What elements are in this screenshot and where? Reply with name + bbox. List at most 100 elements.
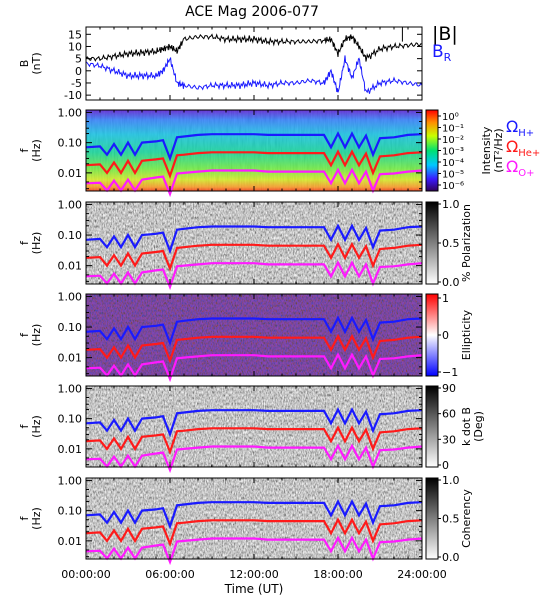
x-tick-label: 00:00:00 xyxy=(61,568,110,581)
field-plot-area xyxy=(86,27,422,100)
he-plus-gyrofrequency-line xyxy=(85,149,423,179)
y-tick-label: 5 xyxy=(75,53,82,66)
he-plus-gyrofrequency-line xyxy=(85,333,423,364)
colorbar-label: (Deg) xyxy=(472,411,485,442)
total-field-line xyxy=(85,33,423,62)
o-plus-gyrofrequency-line xyxy=(85,167,423,198)
colorbar-tick-label: 1.0 xyxy=(442,474,460,487)
panel-intensity: 1.00 0.10 0.01 f (Hz) 10⁰10⁻¹10⁻²10⁻³10⁻⁴10⁻⁵… xyxy=(18,106,540,198)
he-plus-gyrofrequency-line xyxy=(85,241,423,272)
y-axis-label: (Hz) xyxy=(30,232,43,255)
colorbar-tick-label: 10⁻¹ xyxy=(442,124,464,135)
spectrogram-frame xyxy=(85,201,423,285)
legend-total-field: |B| xyxy=(432,23,458,45)
colorbar-label: % Polarization xyxy=(460,204,473,282)
y-tick-label: -10 xyxy=(64,89,82,102)
y-tick-label: 0.10 xyxy=(58,321,83,334)
panel-polarization: 1.00 0.10 0.01 f (Hz) 1.0 0.5 0.0% Polarization xyxy=(18,198,473,291)
y-axis-label: f xyxy=(18,147,31,152)
spectrogram-frame xyxy=(85,385,423,468)
colorbar-label: Coherency xyxy=(460,489,473,548)
colorbar-tick-label: 0.0 xyxy=(442,276,460,289)
colorbar-tick-label: 1 xyxy=(442,292,449,305)
o-plus-gyrofrequency-line xyxy=(85,443,423,474)
colorbar-tick-label: 1.0 xyxy=(442,198,460,211)
spectrogram-texture xyxy=(86,110,422,191)
colorbar-label: (nT²/Hz) xyxy=(492,128,505,172)
colorbar-tick-label: 10⁻⁶ xyxy=(442,181,464,192)
h-plus-gyrofrequency-line xyxy=(85,315,423,347)
x-tick-label: 06:00:00 xyxy=(145,568,194,581)
he-plus-gyrofrequency-line xyxy=(85,517,423,547)
y-axis-label: (Hz) xyxy=(30,324,43,347)
o-plus-gyrofrequency-line xyxy=(85,352,423,383)
colorbar-tick-label: 0 xyxy=(442,459,449,472)
y-tick-label: -5 xyxy=(71,77,82,90)
colorbar-tick-label: 10⁻⁴ xyxy=(442,158,464,169)
colorbar-tick-label: 0.0 xyxy=(442,551,460,564)
y-axis-label: (Hz) xyxy=(30,139,43,162)
y-tick-label: 1.00 xyxy=(58,382,83,395)
y-tick-label: 0.01 xyxy=(58,352,83,365)
y-tick-label: 0 xyxy=(75,65,82,78)
colorbar xyxy=(425,293,439,377)
colorbar-tick-label: 30 xyxy=(442,433,456,446)
spectrogram-frame xyxy=(85,293,423,377)
spectrogram-frame xyxy=(85,109,423,192)
radial-field-line xyxy=(85,55,423,94)
colorbar-tick-label: 0.5 xyxy=(442,237,460,250)
colorbar-label: Ellipticity xyxy=(460,309,473,360)
y-axis-label: B xyxy=(18,60,31,68)
spectrogram-frame xyxy=(85,477,423,560)
legend-h-plus: ΩH+ xyxy=(506,117,534,139)
y-tick-label: 1.00 xyxy=(58,474,83,487)
y-axis-label: (Hz) xyxy=(30,415,43,438)
spectrogram-image xyxy=(86,202,422,284)
y-axis-label: (nT) xyxy=(30,52,43,74)
y-axis-label: (Hz) xyxy=(30,507,43,530)
legend-radial-field: BR xyxy=(432,42,452,64)
x-tick-label: 24:00:00 xyxy=(397,568,446,581)
legend-o-plus: ΩO+ xyxy=(506,157,534,179)
y-tick-label: 0.10 xyxy=(58,229,83,242)
he-plus-gyrofrequency-line xyxy=(85,425,423,455)
y-tick-label: 0.10 xyxy=(58,413,83,426)
colorbar-tick-label: 10⁻³ xyxy=(442,147,464,158)
spectrogram-image xyxy=(86,478,422,559)
panel-kdotb: 1.00 0.10 0.01 f (Hz) 90 60 30 0 k dot B (Deg) xyxy=(18,382,485,474)
colorbar-tick-label: 10⁰ xyxy=(442,112,459,123)
colorbar-tick-label: 60 xyxy=(442,408,456,421)
h-plus-gyrofrequency-line xyxy=(85,223,423,255)
y-axis-label: f xyxy=(18,515,31,520)
colorbar-label: k dot B xyxy=(460,407,473,446)
y-tick-label: 1.00 xyxy=(58,106,83,119)
y-axis-label: f xyxy=(18,423,31,428)
colorbar-tick-label: 10⁻⁵ xyxy=(442,170,464,181)
colorbar-tick-label: 10⁻² xyxy=(442,135,464,146)
y-tick-label: 15 xyxy=(68,28,82,41)
y-tick-label: 0.10 xyxy=(58,505,83,518)
spectrogram-image xyxy=(86,386,422,467)
colorbar-tick-label: 0 xyxy=(442,329,449,342)
x-tick-label: 12:00:00 xyxy=(229,568,278,581)
y-axis-label: f xyxy=(18,332,31,337)
chart-title: ACE Mag 2006-077 xyxy=(185,4,319,20)
field-plot-frame xyxy=(85,26,423,101)
colorbar-label: Intensity xyxy=(480,126,493,174)
x-tick-label: 18:00:00 xyxy=(313,568,362,581)
spectrogram-texture xyxy=(86,294,422,376)
h-plus-gyrofrequency-line xyxy=(85,499,423,530)
o-plus-gyrofrequency-line xyxy=(85,260,423,291)
colorbar xyxy=(425,201,439,285)
y-axis-label: f xyxy=(18,240,31,245)
o-plus-gyrofrequency-line xyxy=(85,535,423,566)
y-tick-label: 0.01 xyxy=(58,260,83,273)
y-tick-label: 10 xyxy=(68,40,82,53)
x-axis-label: Time (UT) xyxy=(224,582,284,596)
y-tick-label: 1.00 xyxy=(58,290,83,303)
colorbar-tick-label: −1 xyxy=(442,366,458,379)
